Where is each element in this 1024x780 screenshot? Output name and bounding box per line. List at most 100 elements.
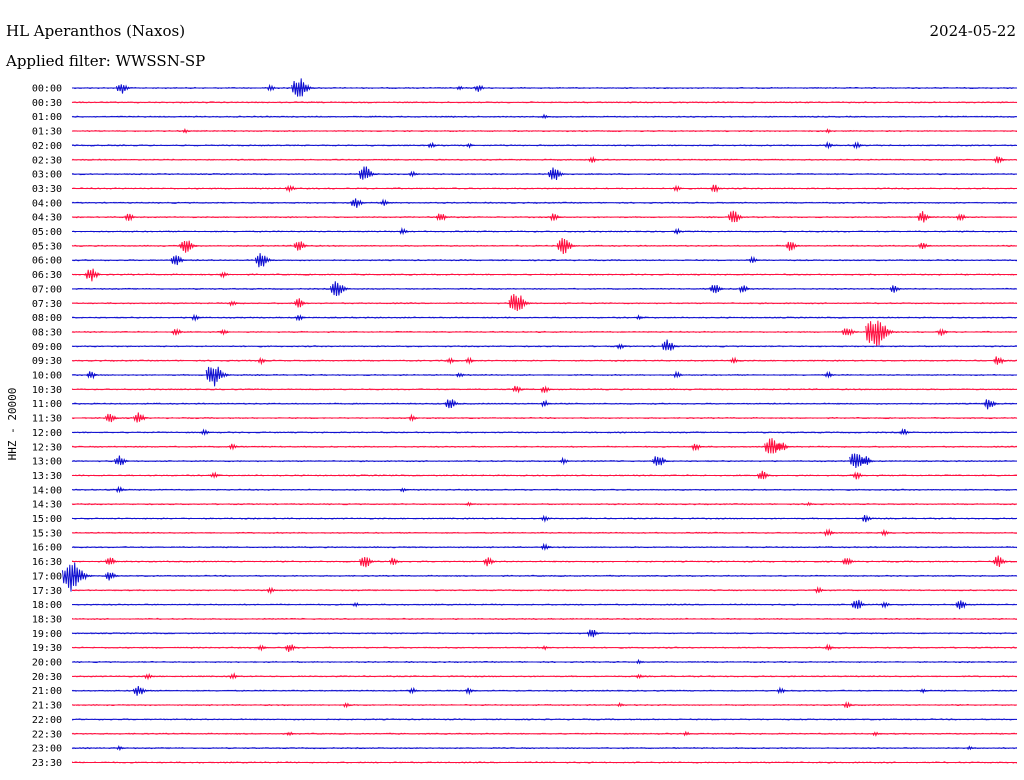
row-time-label: 19:00 [32, 629, 62, 640]
seismic-event [992, 555, 1010, 567]
trace-noise [71, 101, 1018, 104]
trace-noise [71, 431, 1018, 434]
seismic-event [673, 370, 685, 379]
row-time-label: 12:00 [32, 428, 62, 439]
trace-noise [71, 488, 1018, 492]
seismic-event [171, 327, 185, 336]
seismic-event [465, 501, 476, 507]
trace-noise [71, 201, 1018, 205]
seismic-event [380, 198, 392, 206]
channel-axis-label: HHZ - 20000 [6, 388, 19, 461]
seismic-event [170, 255, 187, 266]
seismic-event [105, 413, 120, 423]
seismic-event [851, 599, 868, 609]
trace-noise [71, 632, 1018, 635]
row-time-label: 06:30 [32, 270, 62, 281]
row-time-label: 16:00 [32, 543, 62, 554]
row-time-label: 00:30 [32, 98, 62, 109]
seismic-event [824, 643, 836, 651]
seismic-event [286, 731, 296, 737]
seismic-event [254, 253, 275, 268]
trace-noise [71, 258, 1018, 262]
seismic-event [116, 84, 133, 94]
trace-noise [71, 703, 1018, 707]
seismic-event [446, 357, 458, 365]
seismic-event [889, 285, 903, 293]
row-time-label: 10:30 [32, 385, 62, 396]
seismic-event [852, 141, 864, 150]
row-time-label: 14:30 [32, 500, 62, 511]
row-time-label: 18:00 [32, 600, 62, 611]
trace-noise [71, 560, 1018, 563]
seismic-event [444, 399, 461, 409]
trace-noise [71, 617, 1018, 621]
seismic-event [200, 428, 212, 437]
seismic-event [540, 514, 553, 523]
seismic-event [966, 745, 977, 751]
seismic-event [133, 412, 150, 423]
seismic-event [284, 644, 300, 652]
trace-noise [71, 459, 1018, 463]
row-time-label: 08:30 [32, 327, 62, 338]
seismic-event [547, 167, 568, 180]
row-time-label: 15:00 [32, 514, 62, 525]
seismic-event [399, 226, 411, 236]
seismic-event [62, 562, 95, 592]
seismic-event [511, 385, 525, 394]
seismic-event [777, 686, 789, 695]
seismic-event [352, 601, 362, 608]
seismic-event [559, 456, 572, 466]
seismic-event [210, 471, 222, 479]
seismic-event [587, 629, 602, 638]
seismic-event [983, 399, 1000, 410]
seismic-event [179, 240, 199, 253]
row-time-label: 03:00 [32, 170, 62, 181]
row-time-label: 14:00 [32, 485, 62, 496]
row-time-label: 20:30 [32, 672, 62, 683]
row-time-label: 23:00 [32, 744, 62, 755]
seismic-event [116, 745, 126, 752]
seismic-event [616, 701, 627, 708]
trace-noise [71, 589, 1018, 592]
seismic-event [257, 356, 269, 366]
seismic-event [775, 442, 792, 451]
seismic-event [738, 285, 752, 294]
seismic-event [824, 370, 836, 379]
seismic-event [105, 572, 120, 581]
seismic-event [881, 601, 893, 609]
seismic-event [872, 731, 882, 737]
seismic-event [143, 672, 156, 681]
seismic-event [635, 314, 646, 321]
seismic-event [917, 211, 934, 223]
row-time-label: 06:00 [32, 256, 62, 267]
row-time-label: 09:30 [32, 356, 62, 367]
row-time-label: 02:30 [32, 155, 62, 166]
seismic-event [483, 557, 498, 567]
row-time-label: 00:00 [32, 84, 62, 95]
seismic-event [294, 298, 309, 308]
seismic-event [219, 328, 231, 336]
seismic-event [105, 557, 120, 565]
seismic-event [616, 343, 628, 350]
seismic-event [541, 645, 551, 651]
row-time-label: 16:30 [32, 557, 62, 568]
trace-noise [71, 215, 1018, 219]
seismic-event [861, 514, 875, 523]
seismic-event [861, 456, 876, 465]
row-time-label: 05:30 [32, 241, 62, 252]
row-time-label: 22:00 [32, 715, 62, 726]
row-time-label: 22:30 [32, 729, 62, 740]
seismic-event [918, 242, 932, 250]
row-time-label: 07:00 [32, 284, 62, 295]
seismic-event [814, 586, 827, 594]
row-time-label: 21:00 [32, 686, 62, 697]
seismic-event [228, 300, 241, 307]
row-time-label: 01:00 [32, 112, 62, 123]
trace-noise [71, 388, 1018, 391]
seismic-event [342, 702, 353, 709]
row-time-label: 13:30 [32, 471, 62, 482]
row-time-label: 04:30 [32, 213, 62, 224]
trace-noise [71, 416, 1018, 420]
date-label: 2024-05-22 [930, 22, 1016, 40]
